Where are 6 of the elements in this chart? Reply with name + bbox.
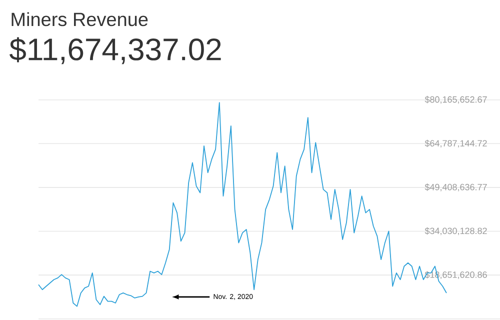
y-tick-label: $34,030,128.82 [424, 227, 487, 236]
y-tick-label: $80,165,652.67 [424, 96, 487, 104]
chart-subtitle: $11,674,337.02 [10, 37, 221, 64]
y-tick-label: $64,787,144.72 [424, 140, 487, 148]
chart-title: Miners Revenue [12, 12, 148, 26]
y-tick-label: $49,408,636.77 [424, 184, 487, 192]
